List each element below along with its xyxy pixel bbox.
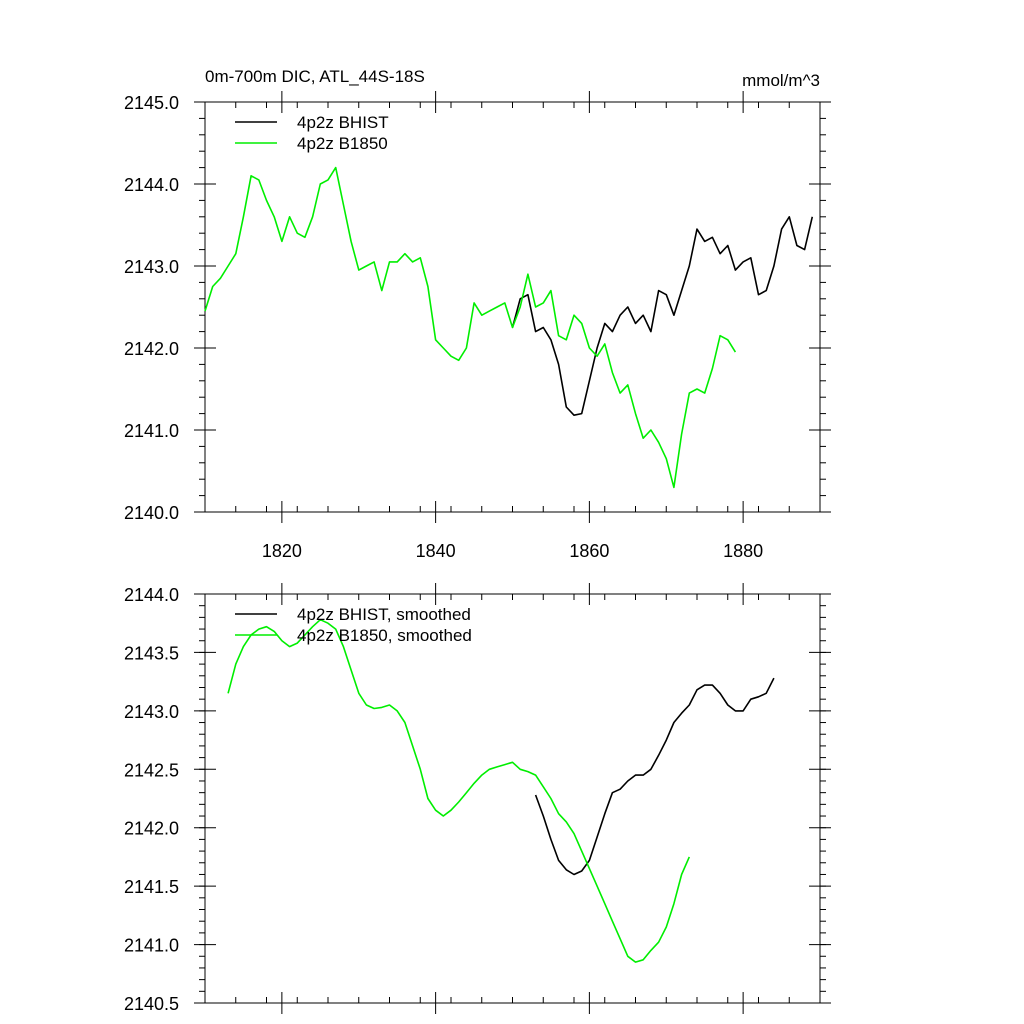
chart-top-axes: 1820 1840 1860 1880 2140.0 2141.0 2142.0 2143.0… [124, 91, 831, 561]
x-tick-label: 1880 [723, 541, 763, 561]
chart-top-title: 0m-700m DIC, ATL_44S-18S [205, 67, 425, 86]
y-tick-label: 2143.0 [124, 702, 179, 722]
y-tick-label: 2144.0 [124, 585, 179, 605]
y-tick-label: 2145.0 [124, 93, 179, 113]
chart-bottom-frame [204, 593, 821, 1004]
chart-top-lines [204, 166, 814, 489]
series-line-bhist [511, 216, 814, 416]
x-tick-label: 1820 [262, 541, 302, 561]
chart-top-frame [204, 101, 821, 513]
series-line-bhist [534, 677, 775, 876]
chart-bottom-panel: 2140.5 2141.0 2141.5 2142.0 2142.5 2143.0 2143… [124, 583, 831, 1014]
y-tick-label: 2141.0 [124, 421, 179, 441]
chart-bottom-axes: 2140.5 2141.0 2141.5 2142.0 2142.5 2143.0 2143… [124, 583, 831, 1014]
chart-bottom-lines [227, 618, 775, 963]
y-tick-label: 2142.0 [124, 339, 179, 359]
x-tick-label: 1860 [569, 541, 609, 561]
y-tick-label: 2140.5 [124, 994, 179, 1014]
series-line-b1850 [227, 618, 691, 963]
legend-label: 4p2z BHIST, smoothed [297, 605, 471, 624]
y-tick-label: 2143.5 [124, 643, 179, 663]
chart-bottom-legend: 4p2z BHIST, smoothed 4p2z B1850, smoothed [235, 605, 472, 645]
chart-top-units: mmol/m^3 [742, 71, 820, 90]
legend-label: 4p2z B1850, smoothed [297, 626, 472, 645]
chart-top-legend: 4p2z BHIST 4p2z B1850 [235, 113, 389, 153]
y-tick-label: 2143.0 [124, 257, 179, 277]
y-tick-label: 2142.5 [124, 760, 179, 780]
y-tick-label: 2144.0 [124, 175, 179, 195]
x-tick-label: 1840 [416, 541, 456, 561]
chart-top-panel: 0m-700m DIC, ATL_44S-18S mmol/m^3 1820 18… [124, 67, 831, 561]
series-line-b1850 [204, 166, 737, 489]
legend-label: 4p2z BHIST [297, 113, 389, 132]
y-tick-label: 2142.0 [124, 819, 179, 839]
y-tick-label: 2140.0 [124, 503, 179, 523]
legend-label: 4p2z B1850 [297, 134, 388, 153]
y-tick-label: 2141.5 [124, 877, 179, 897]
y-tick-label: 2141.0 [124, 936, 179, 956]
